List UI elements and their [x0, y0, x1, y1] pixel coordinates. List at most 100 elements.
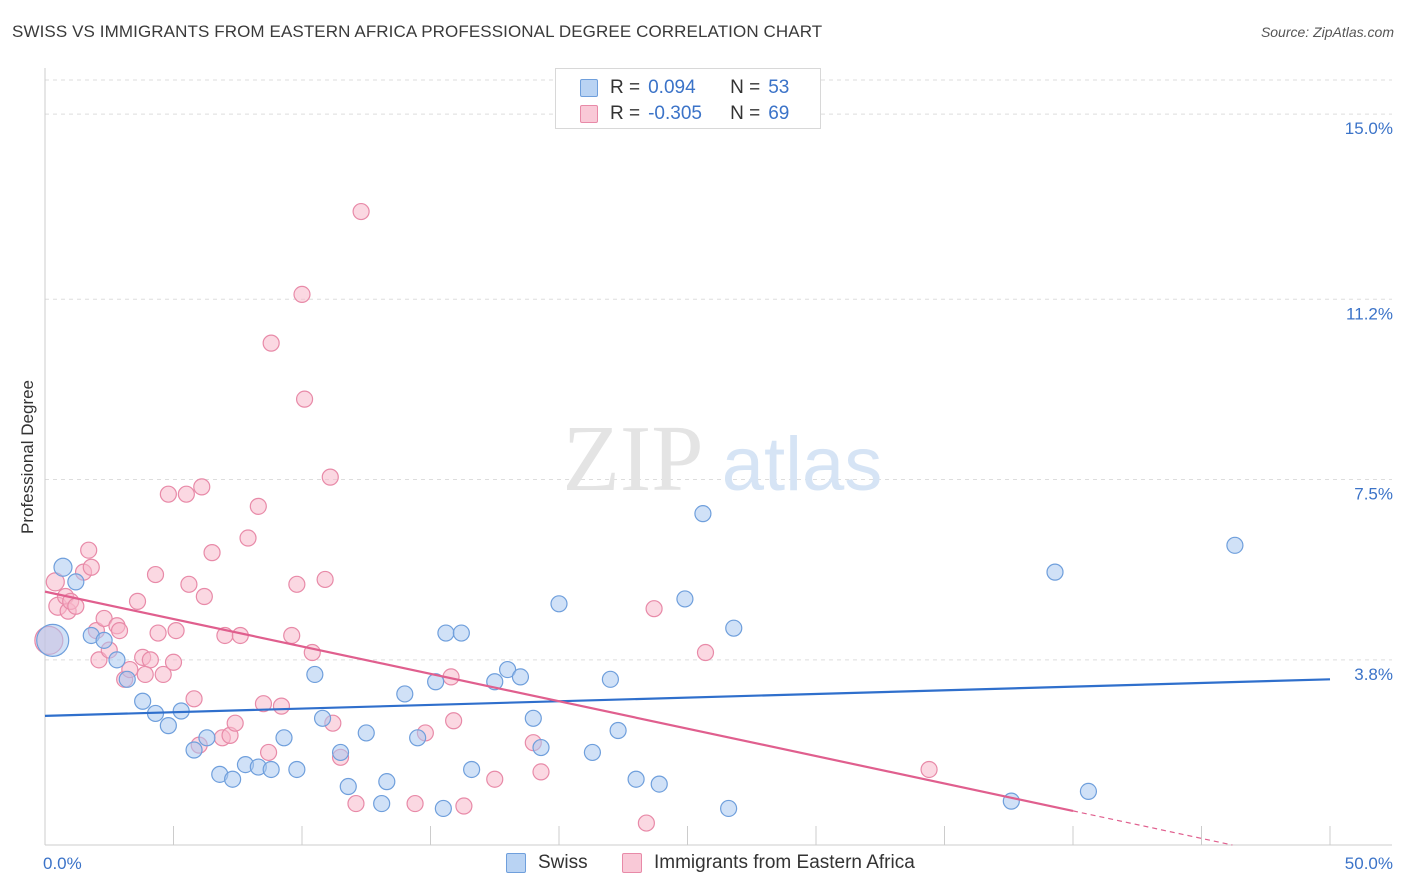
africa-point-33: [203, 544, 221, 562]
axes: [44, 68, 1392, 846]
correlation-legend: R = 0.094 N = 53 R = -0.305 N = 69: [555, 68, 821, 129]
swiss-point-39: [550, 595, 568, 613]
africa-point-68: [136, 665, 154, 684]
africa-point-63: [532, 763, 550, 781]
swiss-point-2: [67, 573, 85, 591]
x-tick-label-0: 0.0%: [43, 854, 82, 873]
africa-point-27: [177, 485, 195, 503]
africa-point-41: [254, 695, 273, 713]
africa-point-20: [141, 651, 159, 669]
swiss-point-0: [36, 623, 70, 657]
legend-r-value: -0.305: [648, 103, 702, 124]
swiss-point-52: [1226, 536, 1244, 554]
legend-r-value: 0.094: [648, 77, 696, 98]
africa-point-29: [185, 690, 203, 708]
legend-n-label: N =: [730, 103, 761, 124]
y-axis-label: Professional Degree: [18, 380, 37, 534]
swiss-point-5: [108, 651, 126, 669]
africa-point-21: [146, 565, 165, 584]
africa-point-48: [295, 390, 314, 408]
africa-point-61: [486, 770, 504, 788]
swiss-swatch-icon: [580, 79, 598, 97]
x-tick-label-1: 50.0%: [1345, 854, 1393, 873]
swiss-point-29: [427, 673, 445, 691]
swiss-swatch-icon: [506, 853, 526, 873]
africa-point-47: [293, 285, 311, 303]
africa-point-23: [154, 665, 172, 684]
africa-point-60: [455, 797, 473, 815]
africa-point-37: [226, 714, 244, 732]
swiss-point-7: [134, 692, 152, 710]
swiss-point-21: [313, 709, 332, 727]
africa-point-24: [159, 485, 177, 503]
swiss-point-35: [499, 660, 517, 679]
africa-trend-line: [44, 590, 1074, 812]
y-tick-label-3: 15.0%: [1345, 119, 1393, 138]
swiss-point-36: [511, 668, 530, 686]
y-tick-label-2: 11.2%: [1346, 304, 1393, 323]
africa-point-12: [95, 609, 113, 628]
swiss-point-41: [601, 670, 620, 688]
legend-row-swiss: R = 0.094 N = 53: [580, 77, 789, 99]
swiss-point-19: [288, 760, 306, 779]
africa-point-65: [645, 600, 663, 618]
x-tick-labels: 0.0% 50.0%: [43, 854, 1393, 873]
swiss-point-38: [532, 738, 550, 757]
swiss-point-9: [159, 717, 177, 735]
swiss-point-42: [609, 721, 627, 740]
africa-point-26: [167, 622, 185, 640]
africa-point-64: [637, 814, 655, 832]
points-immigrants-eastern-africa: [34, 202, 938, 832]
watermark-zip: ZIP: [563, 407, 704, 511]
swiss-point-22: [331, 743, 350, 762]
swiss-point-24: [357, 724, 375, 742]
swiss-point-32: [452, 624, 470, 642]
africa-point-54: [347, 794, 365, 813]
swiss-point-33: [463, 760, 481, 779]
swiss-point-27: [396, 685, 414, 703]
africa-point-45: [283, 626, 301, 645]
africa-point-18: [128, 592, 147, 610]
trend-lines: [44, 590, 1331, 846]
africa-point-39: [239, 529, 257, 547]
legend-r-label: R =: [610, 103, 641, 124]
africa-swatch-icon: [622, 853, 642, 873]
swiss-point-25: [373, 794, 391, 813]
africa-point-46: [288, 575, 306, 593]
africa-point-22: [149, 624, 167, 642]
africa-point-67: [920, 760, 938, 779]
africa-point-8: [80, 541, 98, 559]
chart-title: SWISS VS IMMIGRANTS FROM EASTERN AFRICA …: [12, 22, 823, 41]
legend-item-africa: Immigrants from Eastern Africa: [622, 852, 915, 874]
africa-point-56: [406, 794, 424, 813]
legend-r-label: R =: [610, 77, 641, 98]
watermark: ZIP atlas: [563, 407, 883, 511]
legend-row-africa: R = -0.305 N = 69: [580, 103, 789, 125]
swiss-point-48: [725, 619, 743, 637]
swiss-point-6: [118, 670, 136, 688]
africa-point-40: [249, 497, 267, 515]
swiss-point-17: [262, 760, 280, 779]
swiss-point-51: [1079, 782, 1098, 801]
legend-label-swiss: Swiss: [538, 852, 588, 873]
africa-point-9: [82, 558, 100, 576]
swiss-point-46: [694, 505, 712, 523]
swiss-point-50: [1046, 563, 1064, 581]
swiss-point-44: [650, 775, 668, 793]
swiss-point-30: [434, 799, 452, 818]
series-legend: Swiss Immigrants from Eastern Africa: [0, 852, 1406, 876]
swiss-point-1: [53, 557, 73, 577]
africa-point-15: [110, 622, 129, 640]
swiss-point-37: [524, 709, 542, 727]
africa-point-42: [259, 743, 278, 762]
africa-point-50: [316, 570, 334, 589]
africa-point-32: [195, 587, 213, 606]
africa-point-55: [352, 202, 370, 221]
africa-point-6: [67, 597, 85, 615]
y-tick-labels: 3.8% 7.5% 11.2% 15.0%: [1345, 119, 1393, 684]
swiss-point-45: [676, 590, 694, 608]
swiss-point-4: [95, 631, 113, 649]
africa-swatch-icon: [580, 105, 598, 123]
africa-point-28: [180, 575, 198, 593]
